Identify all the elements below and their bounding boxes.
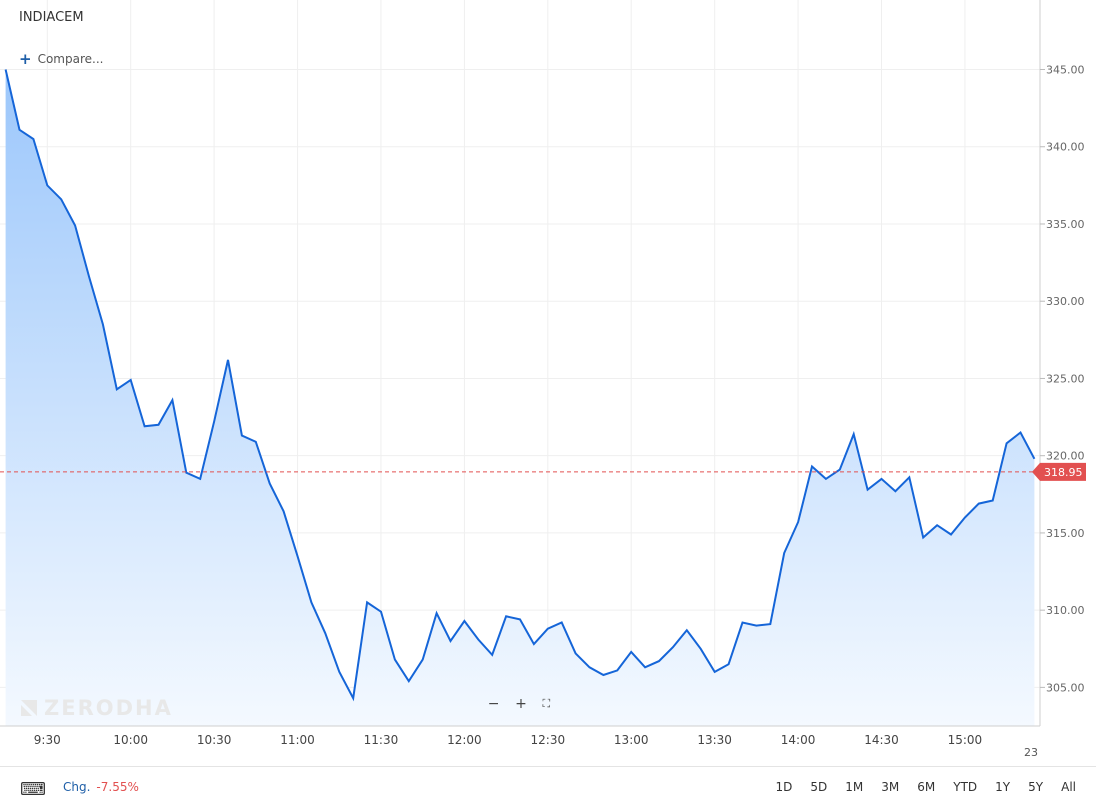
zoom-in-button[interactable]: + [515, 696, 527, 712]
y-tick-label: 335.00 [1046, 218, 1085, 231]
range-5d[interactable]: 5D [810, 780, 828, 794]
x-tick-label: 11:30 [364, 733, 399, 747]
change-indicator: Chg. -7.55% [63, 780, 139, 794]
fullscreen-button[interactable]: ⛶ [542, 697, 551, 710]
range-all[interactable]: All [1061, 780, 1076, 794]
change-label: Chg. [63, 780, 91, 794]
y-tick-label: 310.00 [1046, 604, 1085, 617]
y-tick-label: 330.00 [1046, 295, 1085, 308]
zoom-out-button[interactable]: − [487, 696, 500, 712]
y-axis-ticks: 305.00 310.00 315.00 320.00 325.00 330.00 335.… [1040, 64, 1085, 694]
change-value: -7.55% [96, 780, 139, 794]
price-area-fill [5, 69, 1035, 726]
range-5y[interactable]: 5Y [1028, 780, 1044, 794]
y-tick-label: 345.00 [1046, 64, 1085, 77]
y-tick-label: 340.00 [1046, 141, 1085, 154]
x-tick-label: 13:00 [614, 733, 649, 747]
price-chart[interactable]: 305.00 310.00 315.00 320.00 325.00 330.00 335.… [0, 0, 1096, 766]
chart-footer: ⌨ Chg. -7.55% 1D 5D 1M 3M 6M YTD 1Y 5Y Al… [0, 766, 1096, 807]
range-3m[interactable]: 3M [881, 780, 900, 794]
plus-icon: + [19, 50, 32, 68]
keyboard-icon[interactable]: ⌨ [20, 779, 46, 800]
compare-button[interactable]: + Compare... [19, 50, 104, 68]
x-tick-label: 11:00 [280, 733, 315, 747]
price-line [4, 69, 1036, 702]
y-tick-label: 315.00 [1046, 527, 1085, 540]
zoom-controls: − + ⛶ [480, 694, 558, 714]
zerodha-watermark: ZERODHA [20, 696, 173, 720]
x-axis-corner-label: 23 [1024, 746, 1038, 759]
range-1y[interactable]: 1Y [995, 780, 1011, 794]
zerodha-logo-icon [21, 700, 37, 716]
x-tick-label: 9:30 [34, 733, 61, 747]
x-tick-label: 13:30 [697, 733, 732, 747]
compare-label: Compare... [37, 52, 104, 66]
range-1d[interactable]: 1D [775, 780, 793, 794]
x-axis-ticks: 9:30 10:00 10:30 11:00 11:30 12:00 12:30 13:00 1… [34, 733, 982, 747]
last-price-label: 318.95 [1044, 466, 1083, 479]
last-price-tag-bg [1032, 462, 1086, 481]
y-tick-label: 320.00 [1046, 450, 1085, 463]
last-price-tag: 318.95 [1032, 462, 1086, 481]
range-ytd[interactable]: YTD [953, 780, 978, 794]
x-tick-label: 12:00 [447, 733, 482, 747]
symbol-title: INDIACEM [19, 10, 84, 25]
range-6m[interactable]: 6M [917, 780, 936, 794]
y-tick-label: 305.00 [1046, 681, 1085, 694]
x-tick-label: 10:00 [113, 733, 148, 747]
x-tick-label: 12:30 [531, 733, 566, 747]
x-tick-label: 14:30 [864, 733, 899, 747]
x-tick-label: 14:00 [781, 733, 816, 747]
range-selector: 1D 5D 1M 3M 6M YTD 1Y 5Y All [758, 780, 1076, 794]
x-tick-label: 15:00 [948, 733, 983, 747]
x-tick-label: 10:30 [197, 733, 232, 747]
range-1m[interactable]: 1M [845, 780, 864, 794]
y-tick-label: 325.00 [1046, 372, 1085, 385]
